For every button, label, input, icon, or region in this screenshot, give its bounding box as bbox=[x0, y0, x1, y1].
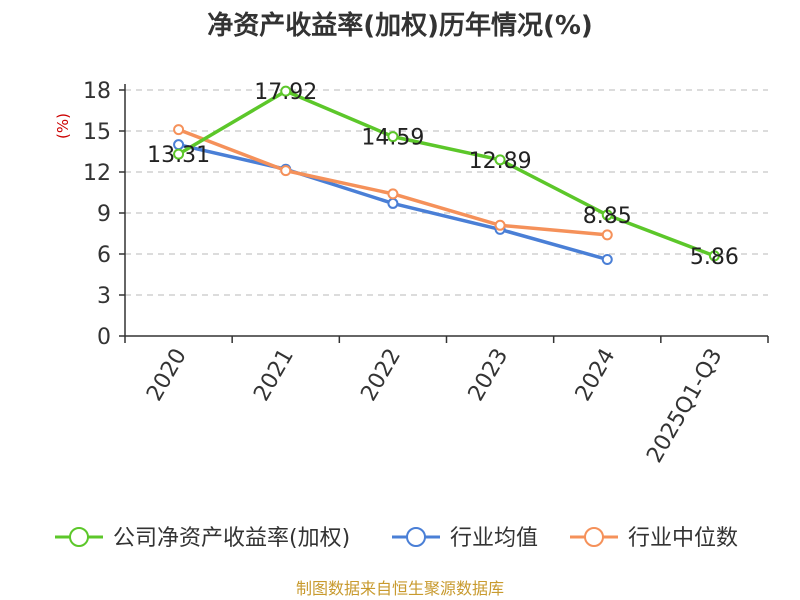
data-label-1: 17.92 bbox=[254, 80, 317, 105]
data-label-2: 14.59 bbox=[361, 126, 424, 151]
x-tick-label-3: 2023 bbox=[464, 345, 514, 406]
data-point bbox=[601, 209, 613, 221]
data-point bbox=[173, 124, 185, 136]
x-tick-label-1: 2021 bbox=[249, 345, 299, 406]
y-tick-label: 15 bbox=[83, 120, 111, 145]
legend-label: 行业中位数 bbox=[628, 526, 738, 551]
series-0 bbox=[173, 85, 720, 262]
series-2 bbox=[173, 124, 613, 241]
series-1 bbox=[173, 139, 613, 265]
data-point bbox=[601, 229, 613, 241]
y-tick-label: 12 bbox=[83, 161, 111, 186]
series-line bbox=[177, 89, 716, 258]
data-point bbox=[708, 250, 720, 262]
legend-item-0[interactable]: 公司净资产收益率(加权) bbox=[55, 526, 350, 551]
legend-swatch-marker bbox=[69, 527, 89, 547]
x-tick-label-4: 2024 bbox=[571, 345, 621, 406]
data-point bbox=[494, 219, 506, 231]
legend-swatch-marker bbox=[584, 527, 604, 547]
data-point bbox=[387, 197, 399, 209]
data-point bbox=[173, 148, 185, 160]
legend-label: 公司净资产收益率(加权) bbox=[113, 526, 350, 551]
legend-swatch-marker bbox=[406, 527, 426, 547]
series-lines bbox=[173, 85, 720, 265]
data-labels: 13.31 17.92 14.59 12.89 8.85 5.86 bbox=[147, 80, 739, 270]
chart-title: 净资产收益率(加权)历年情况(%) bbox=[207, 10, 593, 41]
data-point bbox=[601, 253, 613, 265]
x-tick-label-2: 2022 bbox=[356, 345, 406, 406]
legend-item-1[interactable]: 行业均值 bbox=[392, 526, 538, 551]
legend-label: 行业均值 bbox=[450, 526, 538, 551]
y-tick-label: 18 bbox=[83, 79, 111, 104]
data-point bbox=[280, 165, 292, 177]
data-label-5: 5.86 bbox=[690, 245, 739, 270]
y-axis-unit-label: (%) bbox=[54, 113, 72, 139]
y-tick-label: 0 bbox=[97, 325, 111, 350]
y-tick-label: 9 bbox=[97, 202, 111, 227]
grid-lines bbox=[125, 89, 768, 296]
data-label-0: 13.31 bbox=[147, 143, 210, 168]
x-tick-label-0: 2020 bbox=[142, 345, 192, 406]
data-point bbox=[280, 85, 292, 97]
data-label-3: 12.89 bbox=[469, 149, 532, 174]
legend-item-2[interactable]: 行业中位数 bbox=[570, 526, 738, 551]
data-point bbox=[494, 154, 506, 166]
y-tick-label: 6 bbox=[97, 243, 111, 268]
legend[interactable]: 公司净资产收益率(加权) 行业均值 行业中位数 bbox=[55, 526, 738, 551]
x-tick-label-5: 2025Q1-Q3 bbox=[642, 345, 727, 468]
data-point bbox=[387, 131, 399, 143]
data-label-4: 8.85 bbox=[583, 204, 632, 229]
y-tick-label: 3 bbox=[97, 284, 111, 309]
data-source-note: 制图数据来自恒生聚源数据库 bbox=[296, 579, 504, 598]
data-point bbox=[387, 188, 399, 200]
axes: 0 3 6 9 12 15 18 2020 2021 2022 2023 2024 2025Q1-Q3 bbox=[83, 79, 769, 468]
